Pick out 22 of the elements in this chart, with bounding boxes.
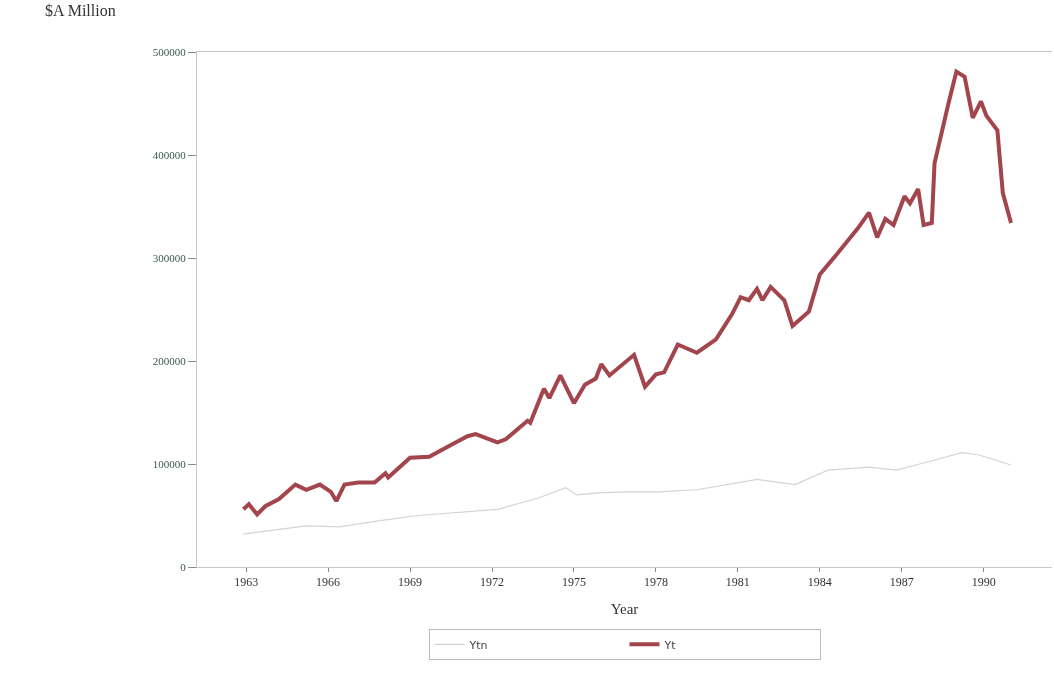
y-tick-label: 100000 [152, 457, 187, 470]
x-tick-label: 1984 [807, 575, 832, 590]
x-tick-label: 1966 [316, 575, 341, 590]
y-axis-title: $A Million [45, 2, 116, 19]
legend-label: Ytn [468, 638, 488, 652]
line-series [242, 452, 1012, 535]
line-series [241, 69, 1014, 517]
x-tick-label: 1978 [643, 575, 668, 590]
x-tick-label: 1987 [889, 575, 914, 590]
y-tick-label: 500000 [152, 45, 187, 58]
y-tick-label: 300000 [152, 251, 187, 264]
y-tick-label: 400000 [152, 148, 187, 161]
x-tick-label: 1963 [234, 575, 259, 590]
x-tick-label: 1981 [725, 575, 750, 590]
x-tick-label: 1972 [480, 575, 505, 590]
y-tick-label: 200000 [152, 354, 187, 367]
x-tick-label: 1990 [971, 575, 996, 590]
y-tick-label: 0 [180, 560, 187, 573]
x-tick-label: 1975 [561, 575, 586, 590]
x-axis-title: Year [610, 601, 639, 618]
legend-label: Yt [663, 638, 677, 652]
x-tick-label: 1969 [398, 575, 423, 590]
